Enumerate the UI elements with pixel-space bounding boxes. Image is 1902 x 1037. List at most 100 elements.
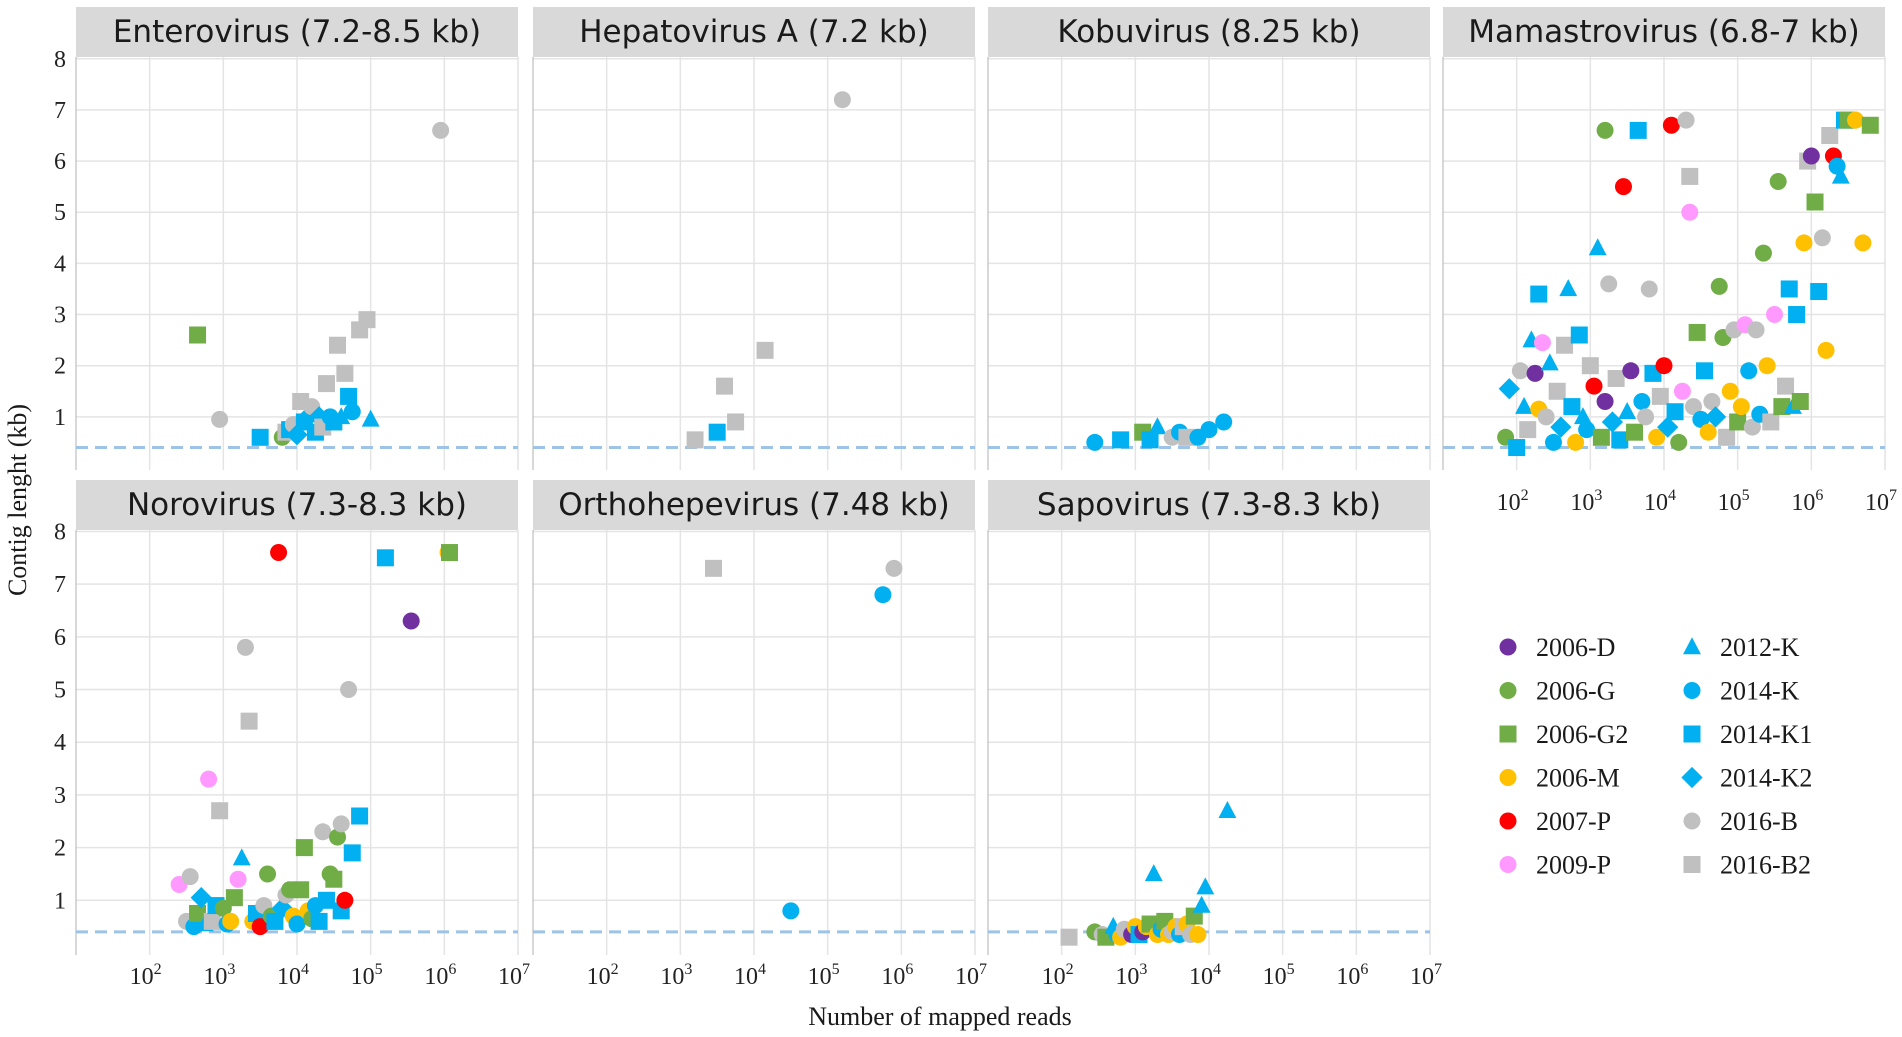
point-2016-b2 xyxy=(1607,369,1625,387)
x-tick-label: 105 xyxy=(351,961,383,990)
point-2016-b xyxy=(1684,398,1702,416)
legend-item-2014-k: 2014-K xyxy=(1683,677,1800,706)
panel-title: Enterovirus (7.2-8.5 kb) xyxy=(113,14,481,50)
legend-label: 2014-K xyxy=(1720,677,1800,706)
point-2009-p xyxy=(1673,382,1691,400)
legend-item-2016-b2: 2016-B2 xyxy=(1683,851,1811,880)
legend-label: 2012-K xyxy=(1720,633,1800,662)
point-2016-b xyxy=(833,91,851,109)
y-tick-label: 5 xyxy=(54,678,66,704)
x-tick-label: 105 xyxy=(808,961,840,990)
legend-label: 2009-P xyxy=(1536,851,1611,880)
point-2014-k1 xyxy=(317,891,335,909)
legend-label: 2006-G xyxy=(1536,677,1615,706)
legend-marker-circle xyxy=(1683,812,1701,830)
point-2006-g2 xyxy=(1729,413,1747,431)
point-2006-m xyxy=(1721,382,1739,400)
panel-strip xyxy=(988,7,1430,57)
point-2016-b2 xyxy=(1548,382,1566,400)
y-tick-label: 4 xyxy=(54,730,66,756)
point-2014-k xyxy=(1545,433,1562,451)
point-2014-k xyxy=(1200,421,1218,439)
point-2016-b xyxy=(181,868,199,886)
x-tick-label: 102 xyxy=(130,961,162,990)
point-2012-k xyxy=(1574,407,1592,425)
point-2009-p xyxy=(1533,334,1551,352)
point-2006-d xyxy=(1526,364,1544,382)
x-tick-label: 107 xyxy=(1410,961,1442,990)
point-2007-p xyxy=(1614,178,1632,196)
point-2006-g2 xyxy=(1626,423,1644,441)
point-2006-g xyxy=(1754,244,1772,262)
point-2014-k xyxy=(288,915,306,933)
point-2012-k xyxy=(1144,864,1163,882)
point-2014-k xyxy=(1692,410,1710,428)
legend-label: 2016-B2 xyxy=(1720,851,1811,880)
x-tick-label: 104 xyxy=(734,961,766,990)
point-2016-b2 xyxy=(1060,928,1078,946)
legend-label: 2016-B xyxy=(1720,807,1798,836)
y-tick-label: 3 xyxy=(54,783,66,809)
point-2014-k2 xyxy=(1550,416,1572,438)
legend-item-2006-d: 2006-D xyxy=(1499,633,1615,662)
point-2006-m xyxy=(1189,926,1207,944)
legend-item-2006-g: 2006-G xyxy=(1499,677,1615,706)
legend-marker-square xyxy=(1499,725,1517,743)
point-2014-k xyxy=(782,902,800,920)
point-2016-b2 xyxy=(211,802,229,820)
panel-mamastrovirus: Mamastrovirus (6.8-7 kb) 102 103 104 105 106 1… xyxy=(1442,7,1897,516)
point-2012-k xyxy=(1831,166,1850,184)
y-tick-label: 7 xyxy=(54,572,66,598)
point-2007-p xyxy=(251,918,269,936)
y-tick-label: 1 xyxy=(54,405,66,431)
point-2006-d xyxy=(402,612,420,630)
panel-sapovirus: Sapovirus (7.3-8.3 kb) 102 103 104 105 106 107 xyxy=(987,480,1442,990)
point-2014-k2 xyxy=(1657,416,1679,438)
point-2014-k2 xyxy=(1601,411,1624,433)
point-2014-k1 xyxy=(1611,431,1629,449)
legend-label: 2006-D xyxy=(1536,633,1615,662)
point-2016-b2 xyxy=(329,336,347,354)
point-2006-g xyxy=(329,828,347,846)
x-tick-label: 104 xyxy=(277,961,309,990)
x-axis-title: Number of mapped reads xyxy=(808,1002,1072,1031)
legend-label: 2007-P xyxy=(1536,807,1611,836)
panel-title: Kobuvirus (8.25 kb) xyxy=(1057,14,1360,50)
legend-label: 2014-K2 xyxy=(1720,764,1812,793)
point-2007-p xyxy=(1655,357,1673,375)
x-tick-label: 107 xyxy=(1865,487,1897,516)
panel-strip xyxy=(533,7,975,57)
point-2006-g xyxy=(1769,173,1787,191)
point-2016-b xyxy=(1703,393,1721,410)
panel-strip xyxy=(76,7,518,57)
point-2016-b xyxy=(1511,362,1529,380)
point-2014-k1 xyxy=(266,912,284,930)
panel-enterovirus: Enterovirus (7.2-8.5 kb) 1 2 3 4 5 6 7 8 xyxy=(54,7,519,470)
point-2016-b2 xyxy=(1821,127,1839,144)
point-2014-k1 xyxy=(1508,439,1526,457)
point-2012-k xyxy=(1618,401,1637,419)
point-2012-k xyxy=(1192,895,1211,913)
panel-hepatovirus: Hepatovirus A (7.2 kb) xyxy=(532,7,976,470)
point-2016-b2 xyxy=(317,375,335,393)
point-2012-k xyxy=(1540,353,1559,371)
legend-item-2012-k: 2012-K xyxy=(1683,633,1800,662)
point-2014-k xyxy=(1633,393,1651,410)
point-2012-k xyxy=(1218,800,1237,818)
panel-title: Norovirus (7.3-8.3 kb) xyxy=(127,487,467,523)
point-2006-d xyxy=(1596,393,1614,410)
legend: 2006-D 2006-G 2006-G2 2006-M 2007-P 2009-P 201… xyxy=(1499,633,1812,880)
point-2007-p xyxy=(1662,116,1680,134)
point-2014-k1 xyxy=(1112,431,1130,449)
point-2006-g xyxy=(1596,121,1614,139)
point-2016-b2 xyxy=(358,311,376,329)
point-2016-b xyxy=(1537,408,1555,426)
legend-item-2006-m: 2006-M xyxy=(1499,764,1620,793)
point-2016-b xyxy=(432,121,450,139)
point-2006-m xyxy=(1648,428,1666,446)
point-2016-b xyxy=(236,638,254,656)
x-tick-label: 107 xyxy=(955,961,987,990)
point-2016-b xyxy=(314,823,332,841)
legend-item-2006-g2: 2006-G2 xyxy=(1499,720,1628,749)
point-2012-k xyxy=(1588,238,1607,256)
